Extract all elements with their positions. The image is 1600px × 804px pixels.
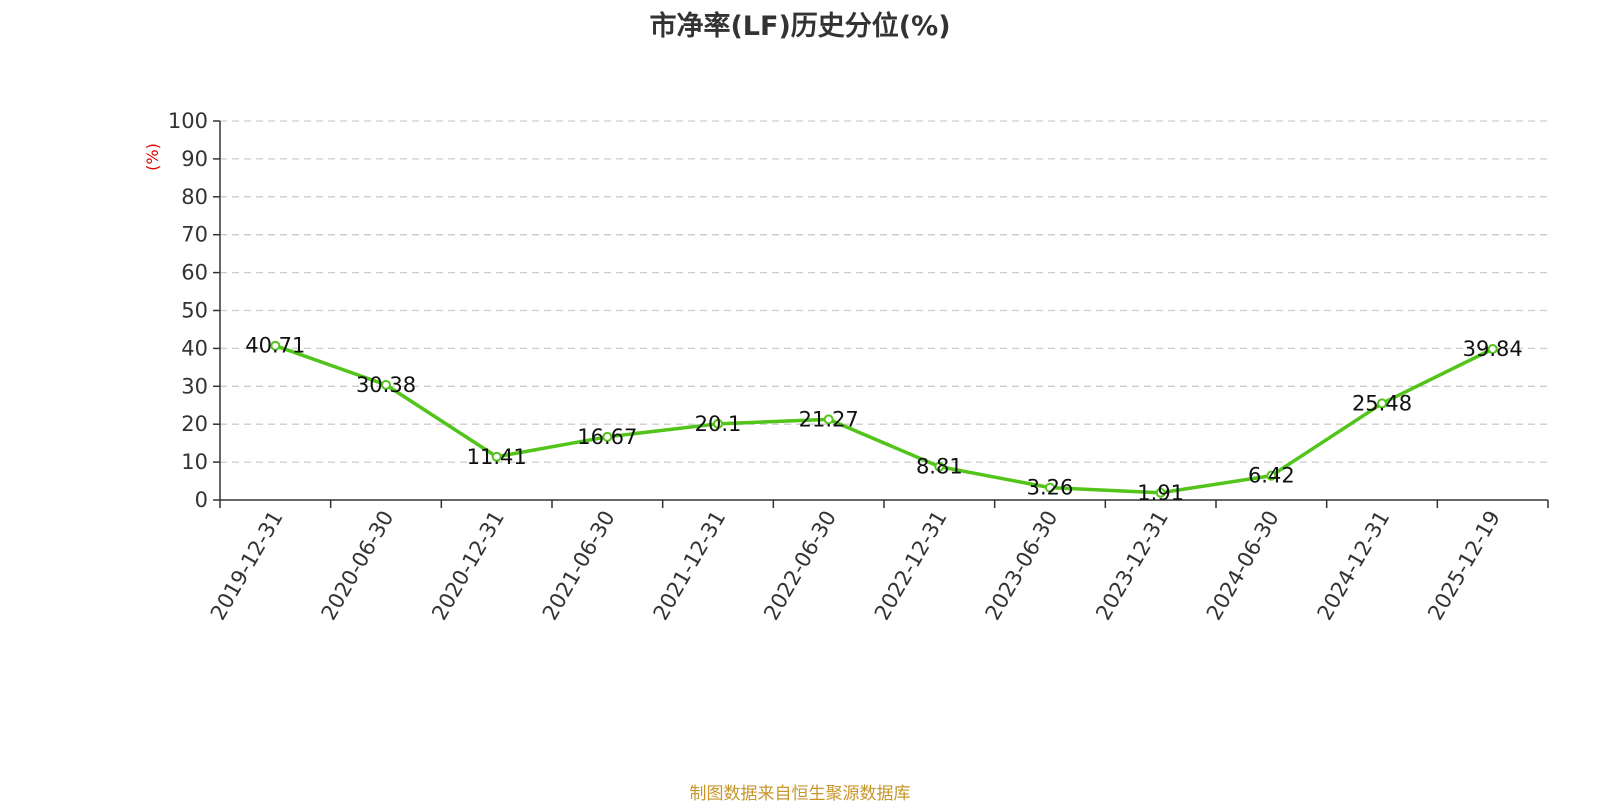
y-tick-label: 90 <box>181 147 208 171</box>
data-points <box>270 340 1498 498</box>
y-tick-label: 0 <box>195 488 208 512</box>
data-point <box>713 418 723 429</box>
x-tick-label: 2020-06-30 <box>317 507 399 625</box>
x-tick-label: 2020-12-31 <box>427 506 509 624</box>
data-label: 8.81 <box>916 455 963 479</box>
series-line <box>274 344 1494 495</box>
x-tick-label: 2023-12-31 <box>1091 507 1173 625</box>
source-note: 制图数据来自恒生聚源数据库 <box>689 784 911 804</box>
y-tick-label: 20 <box>181 412 208 436</box>
data-label: 40.71 <box>245 334 305 358</box>
y-tick-label: 10 <box>181 450 208 474</box>
data-label: 30.38 <box>356 373 416 397</box>
data-label: 6.42 <box>1248 464 1295 488</box>
x-tick-label: 2019-12-31 <box>206 507 288 625</box>
data-label: 16.67 <box>577 425 637 449</box>
data-point <box>1377 398 1387 409</box>
data-label: 11.41 <box>467 445 527 469</box>
data-point <box>1266 470 1277 481</box>
y-tick-label: 80 <box>181 185 208 209</box>
chart-title: 市净率(LF)历史分位(%) <box>649 11 951 42</box>
data-label: 39.84 <box>1463 337 1523 361</box>
x-tick-label: 2021-12-31 <box>649 507 731 625</box>
data-point <box>1487 344 1498 355</box>
x-tick-label: 2021-06-30 <box>538 507 620 625</box>
series-polyline <box>274 344 1494 495</box>
data-point <box>1045 482 1055 493</box>
y-tick-label: 40 <box>181 336 208 360</box>
data-label: 3.26 <box>1027 476 1074 500</box>
x-tick-label: 2022-06-30 <box>759 507 841 625</box>
x-tick-label: 2023-06-30 <box>981 507 1063 625</box>
y-tick-label: 30 <box>181 374 208 398</box>
data-label: 1.91 <box>1137 481 1184 505</box>
x-axis-ticks: 2019-12-31 2020-06-30 2020-12-31 2021-06-30… <box>206 500 1549 625</box>
data-point <box>823 414 834 425</box>
data-point <box>1155 487 1166 498</box>
data-label: 20.1 <box>695 412 742 436</box>
x-tick-label: 2024-12-31 <box>1313 507 1395 625</box>
y-tick-label: 100 <box>168 109 208 133</box>
data-point <box>602 431 613 442</box>
x-tick-label: 2024-06-30 <box>1202 507 1284 625</box>
y-axis-label: (%) <box>143 143 162 171</box>
data-labels: 40.71 30.38 11.41 16.67 20.1 21.27 8.81 3.26 1.9… <box>245 334 1522 505</box>
grid-lines <box>220 120 1548 463</box>
y-axis-ticks: 0 10 20 30 40 50 60 70 80 90 100 <box>168 109 220 512</box>
x-tick-label: 2025-12-19 <box>1423 507 1505 625</box>
data-point <box>381 379 391 390</box>
data-point <box>934 461 945 472</box>
data-label: 21.27 <box>799 407 859 431</box>
data-point <box>491 451 502 462</box>
y-tick-label: 50 <box>181 299 208 323</box>
y-tick-label: 60 <box>181 261 208 285</box>
y-tick-label: 70 <box>181 223 208 247</box>
data-point <box>270 340 281 351</box>
data-label: 25.48 <box>1352 391 1412 415</box>
x-tick-label: 2022-12-31 <box>870 506 952 624</box>
